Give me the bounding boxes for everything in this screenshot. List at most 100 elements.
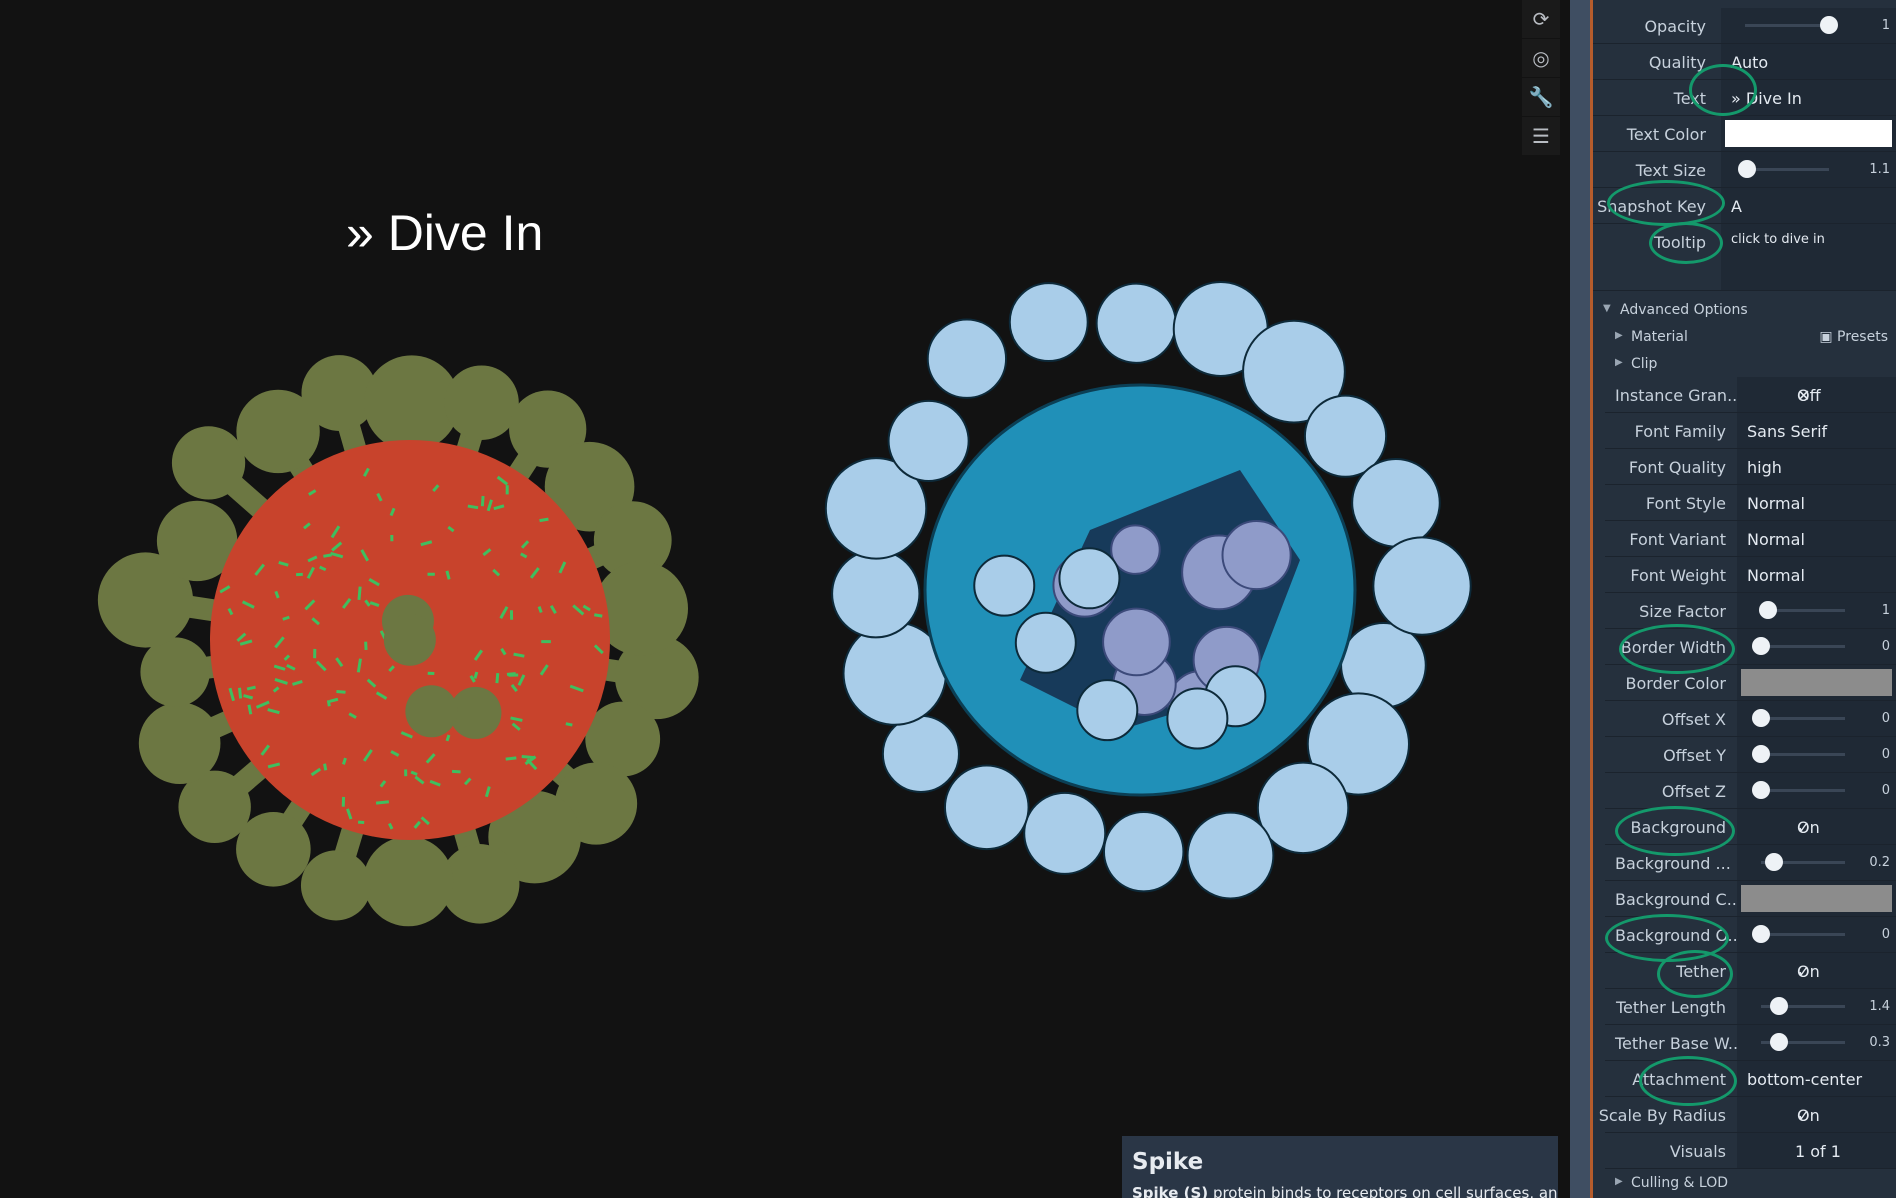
membrane-protein	[323, 553, 332, 558]
scale-by-radius-toggle[interactable]: ✓ On	[1737, 1097, 1896, 1132]
snapshot-key-input[interactable]: A	[1721, 188, 1896, 223]
slider-track[interactable]	[1761, 933, 1845, 936]
refresh-button[interactable]: ⟳	[1522, 0, 1560, 38]
background-opacity-slider[interactable]: 0	[1737, 917, 1896, 952]
visuals-selector[interactable]: 1 of 1	[1737, 1133, 1896, 1168]
background-color-picker[interactable]	[1737, 881, 1896, 916]
clip-header[interactable]: ▶ Clip	[1593, 351, 1896, 377]
scale-by-radius-label: Scale By Radius	[1598, 1106, 1726, 1125]
background-color-swatch[interactable]	[1741, 885, 1892, 912]
slider-thumb[interactable]	[1752, 709, 1770, 727]
background-toggle[interactable]: ✓ On	[1737, 809, 1896, 844]
sliders-button[interactable]: ☰	[1522, 117, 1560, 155]
slider-thumb[interactable]	[1770, 997, 1789, 1015]
caret-right-icon: ▶	[1615, 357, 1623, 368]
border-color-picker[interactable]	[1737, 665, 1896, 700]
slider-thumb[interactable]	[1752, 745, 1770, 763]
virus-model-cutaway[interactable]	[824, 281, 1472, 900]
membrane-protein	[420, 816, 430, 826]
border-color-swatch[interactable]	[1741, 669, 1892, 696]
virus-model-full[interactable]	[97, 355, 699, 927]
membrane-protein	[315, 660, 327, 672]
slider-thumb[interactable]	[1770, 1033, 1789, 1051]
advanced-options-header[interactable]: ▼ Advanced Options	[1593, 297, 1896, 323]
slider-track[interactable]	[1761, 717, 1845, 720]
slider-thumb[interactable]	[1820, 16, 1838, 34]
quality-select[interactable]: Auto	[1721, 44, 1896, 79]
panel-splitter[interactable]	[1570, 0, 1590, 1198]
font-weight-select[interactable]: Normal	[1737, 557, 1896, 592]
size-factor-slider[interactable]: 1	[1737, 593, 1896, 628]
tether-base-width-slider[interactable]: 0.3	[1737, 1025, 1896, 1060]
tether-toggle[interactable]: ✓ On	[1737, 953, 1896, 988]
slider-thumb[interactable]	[1752, 925, 1770, 943]
highlight-circle	[1639, 1056, 1737, 1106]
wrench-button[interactable]: 🔧	[1522, 78, 1560, 116]
slider-thumb[interactable]	[1758, 601, 1777, 619]
tooltip-textarea[interactable]: click to dive in	[1721, 224, 1896, 290]
text-color-picker[interactable]	[1721, 116, 1896, 151]
size-factor-value: 1	[1881, 603, 1890, 618]
virus-models[interactable]	[0, 0, 1520, 1198]
text-size-slider[interactable]: 1.1	[1721, 152, 1896, 187]
membrane-protein	[283, 654, 291, 661]
target-button[interactable]: ◎	[1522, 39, 1560, 77]
border-width-slider[interactable]: 0	[1737, 629, 1896, 664]
slider-track[interactable]	[1745, 24, 1829, 27]
instance-granularity-toggle[interactable]: ✕ Off	[1737, 377, 1896, 412]
offset-z-slider[interactable]: 0	[1737, 773, 1896, 808]
font-style-select[interactable]: Normal	[1737, 485, 1896, 520]
border-width-value: 0	[1881, 639, 1890, 654]
presets-button[interactable]: ▣ Presets	[1819, 329, 1888, 345]
membrane-protein	[539, 664, 549, 676]
target-icon: ◎	[1532, 46, 1550, 70]
attachment-select[interactable]: bottom-center	[1737, 1061, 1896, 1096]
membrane-protein	[445, 734, 451, 742]
tether-base-width-row: Tether Base W... 0.3	[1605, 1025, 1896, 1061]
spike-head	[138, 702, 221, 785]
text-color-swatch[interactable]	[1725, 120, 1892, 147]
membrane-protein	[246, 685, 256, 691]
font-quality-select[interactable]: high	[1737, 449, 1896, 484]
slider-thumb[interactable]	[1752, 637, 1770, 655]
opacity-value: 1	[1881, 18, 1890, 33]
instance-granularity-label: Instance Gran...	[1615, 386, 1743, 405]
culling-lod-header[interactable]: ▶ Culling & LOD	[1593, 1170, 1896, 1196]
slider-thumb[interactable]	[1764, 853, 1783, 871]
font-family-select[interactable]: Sans Serif	[1737, 413, 1896, 448]
spike-protein	[1076, 679, 1139, 742]
size-factor-label: Size Factor	[1639, 602, 1726, 621]
slider-track[interactable]	[1761, 1041, 1845, 1044]
membrane-protein	[513, 652, 525, 658]
spike-head	[156, 500, 238, 582]
tether-length-slider[interactable]: 1.4	[1737, 989, 1896, 1024]
font-family-row: Font Family Sans Serif	[1605, 413, 1896, 449]
opacity-slider[interactable]: 1	[1721, 8, 1896, 43]
slider-track[interactable]	[1761, 753, 1845, 756]
slider-track[interactable]	[1761, 609, 1845, 612]
offset-y-slider[interactable]: 0	[1737, 737, 1896, 772]
3d-viewport[interactable]: » Dive In ⟳ ◎ 🔧 ☰ Spike Spike (S) protein b…	[0, 0, 1570, 1198]
description-panel: Spike Spike (S) protein binds to recepto…	[1122, 1136, 1558, 1198]
slider-track[interactable]	[1761, 645, 1845, 648]
background-opacity-value: 0	[1881, 927, 1890, 942]
background-margin-slider[interactable]: 0.2	[1737, 845, 1896, 880]
membrane-protein	[243, 694, 254, 700]
slider-track[interactable]	[1745, 168, 1829, 171]
sliders-icon: ☰	[1532, 124, 1550, 148]
spike-protein	[1372, 536, 1472, 636]
slider-thumb[interactable]	[1752, 781, 1770, 799]
spike-protein	[1095, 282, 1177, 364]
offset-x-slider[interactable]: 0	[1737, 701, 1896, 736]
slider-thumb[interactable]	[1737, 160, 1756, 178]
slider-track[interactable]	[1761, 789, 1845, 792]
slider-track[interactable]	[1761, 861, 1845, 864]
spike-protein	[1166, 687, 1229, 750]
slider-track[interactable]	[1761, 1005, 1845, 1008]
material-header[interactable]: ▶ Material ▣ Presets	[1593, 324, 1896, 350]
font-variant-select[interactable]: Normal	[1737, 521, 1896, 556]
snapshot-key-row: Snapshot Key A	[1593, 188, 1896, 224]
close-icon: ✕	[1797, 386, 1811, 405]
tether-length-label: Tether Length	[1615, 998, 1726, 1017]
text-label-overlay[interactable]: » Dive In	[346, 205, 544, 261]
